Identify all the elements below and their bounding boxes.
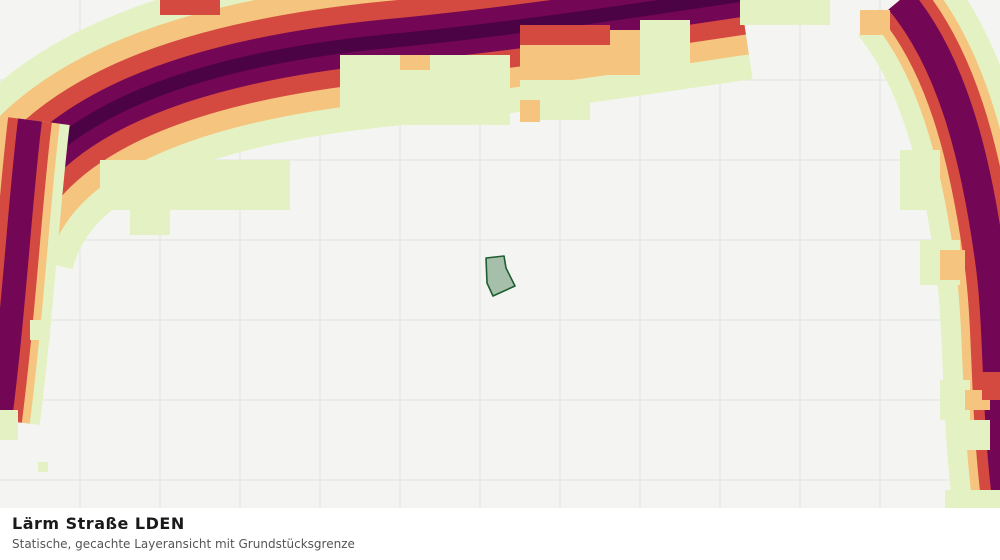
noise-band-left	[0, 116, 70, 425]
layer-subtitle: Statische, gecachte Layeransicht mit Gru…	[12, 537, 355, 551]
noise-band-right	[856, 0, 1000, 529]
noise-patches	[0, 0, 1000, 508]
parcel-boundary[interactable]	[485, 255, 516, 297]
legend-footer: Lärm Straße LDEN Statische, gecachte Lay…	[0, 508, 1000, 560]
layer-title: Lärm Straße LDEN	[12, 514, 185, 533]
noise-patches-mid	[160, 0, 1000, 400]
